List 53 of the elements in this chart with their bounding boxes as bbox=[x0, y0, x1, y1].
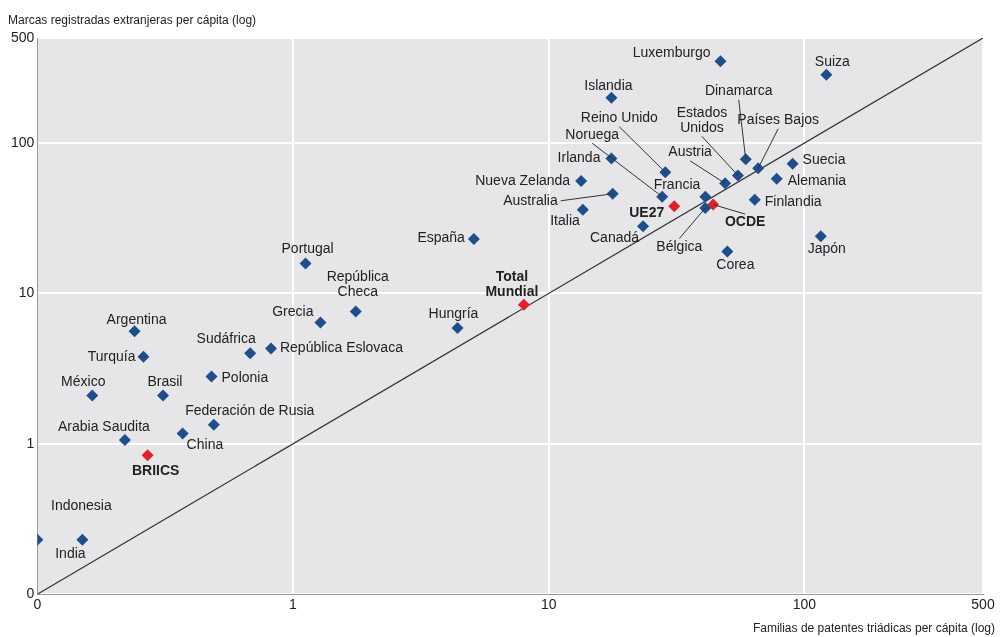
series-label: Italia bbox=[550, 211, 581, 228]
series-label: Corea bbox=[716, 256, 755, 273]
y-tick-label: 1 bbox=[26, 434, 35, 451]
series-label: UE27 bbox=[629, 204, 665, 221]
y-tick-label: 100 bbox=[11, 133, 35, 150]
x-tick-label: 10 bbox=[540, 596, 557, 613]
x-tick-label: 500 bbox=[971, 596, 995, 613]
text: Dinamarca bbox=[704, 82, 773, 99]
series-label: Indonesia bbox=[51, 496, 112, 513]
series-label: República Eslovaca bbox=[279, 339, 404, 356]
series-label: Francia bbox=[653, 175, 701, 192]
text: Australia bbox=[503, 191, 558, 208]
series-label: Grecia bbox=[272, 303, 314, 320]
y-tick-label: 0 bbox=[26, 585, 35, 602]
series-label: Nueva Zelanda bbox=[475, 171, 571, 188]
series-label: Finlandia bbox=[764, 192, 822, 209]
series-label: OCDE bbox=[724, 213, 766, 230]
series-label: BRIICS bbox=[131, 462, 180, 479]
y-tick-label: 10 bbox=[18, 284, 35, 301]
x-tick-label: 100 bbox=[792, 596, 817, 613]
series-label: Canadá bbox=[590, 229, 640, 246]
text: Reino Unido bbox=[580, 109, 659, 126]
series-label: Alemania bbox=[787, 171, 847, 188]
series-label: Suiza bbox=[814, 52, 851, 69]
series-label: Federación de Rusia bbox=[185, 401, 315, 418]
x-tick-label: 1 bbox=[289, 596, 298, 613]
series-label: Polonia bbox=[221, 369, 269, 386]
series-label: Suecia bbox=[802, 150, 846, 167]
series-label: Portugal bbox=[281, 240, 334, 257]
series-label: España bbox=[417, 228, 466, 245]
text: Estados Unidos bbox=[676, 103, 728, 135]
text: Noruega bbox=[565, 125, 620, 142]
series-label: Sudáfrica bbox=[196, 330, 256, 347]
series-label: Japón bbox=[807, 240, 846, 257]
series-label: Islandia bbox=[584, 76, 633, 93]
series-label: China bbox=[186, 436, 224, 453]
series-label: Total Mundial bbox=[485, 268, 539, 300]
y-axis-title: Marcas registradas extranjeras per cápita (log) bbox=[8, 13, 257, 27]
series-label: Brasil bbox=[147, 373, 183, 390]
text: Países Bajos bbox=[737, 111, 820, 128]
x-axis-title: Familias de patentes triádicas per cápita (log) bbox=[752, 621, 995, 635]
series-label: Argentina bbox=[106, 311, 167, 328]
series-label: República Checa bbox=[326, 267, 390, 299]
series-label: Hungría bbox=[428, 304, 479, 321]
series-label: Turquía bbox=[87, 347, 136, 364]
y-tick-label: 500 bbox=[11, 28, 35, 45]
series-label: México bbox=[61, 373, 106, 390]
series-label: Luxemburgo bbox=[632, 44, 711, 61]
series-label: Austria bbox=[668, 143, 713, 160]
series-label: India bbox=[55, 544, 86, 561]
series-label: Irlanda bbox=[557, 149, 601, 166]
series-label: Bélgica bbox=[656, 237, 703, 254]
series-label: Arabia Saudita bbox=[57, 417, 151, 434]
